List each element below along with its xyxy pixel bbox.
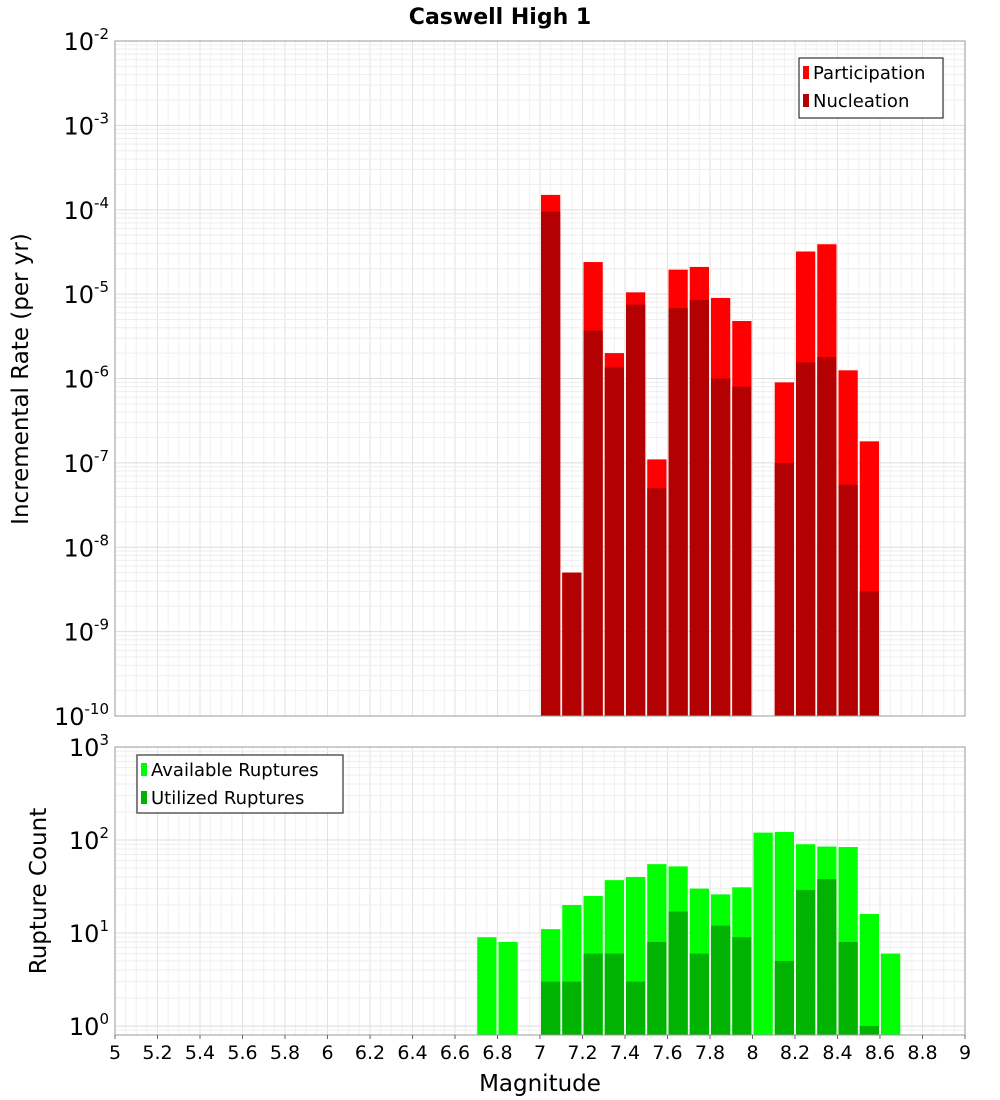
top-y-tick-label: 10-4 (63, 194, 109, 225)
x-tick-label: 9 (959, 1042, 971, 1064)
bottom-legend-swatch (141, 763, 147, 776)
top-bar-nucleation (796, 362, 816, 716)
bottom-bar-utilized-ruptures (604, 953, 624, 1035)
top-legend-swatch (803, 66, 809, 79)
top-y-tick-label: 10-9 (63, 616, 109, 647)
top-bar-nucleation (626, 304, 646, 716)
bottom-bar-utilized-ruptures (711, 925, 731, 1035)
top-y-tick-label: 10-5 (63, 278, 109, 309)
x-tick-label: 7.8 (695, 1042, 725, 1064)
bottom-y-tick-label: 102 (69, 824, 109, 855)
x-tick-label: 7.4 (610, 1042, 640, 1064)
x-tick-label: 6.4 (397, 1042, 427, 1064)
bottom-legend-label: Utilized Ruptures (151, 788, 304, 809)
bottom-bar-available-ruptures (753, 832, 773, 1035)
top-y-tick-label: 10-10 (54, 700, 109, 731)
top-bar-nucleation (838, 484, 858, 716)
top-bar-nucleation (711, 378, 731, 716)
x-ticks: 5 5.2 5.4 5.6 5.8 6 6.2 6.4 6.6 6.8 7 7.2 7.4 7.6 7.8 8… (109, 1035, 971, 1064)
top-bar-nucleation (647, 488, 667, 716)
x-tick-label: 6.2 (355, 1042, 385, 1064)
x-tick-label: 5.6 (227, 1042, 257, 1064)
top-bar-nucleation (541, 211, 561, 716)
top-y-tick-label: 10-7 (63, 447, 109, 478)
x-tick-label: 7 (534, 1042, 546, 1064)
bottom-bars (477, 831, 901, 1035)
top-plot-frame (114, 40, 966, 717)
x-tick-label: 5.4 (185, 1042, 215, 1064)
x-tick-label: 8.8 (907, 1042, 937, 1064)
top-legend: Participation Nucleation (798, 57, 944, 119)
top-bar-nucleation (668, 308, 688, 716)
top-bar-nucleation (859, 591, 879, 716)
bottom-legend-swatch (141, 791, 147, 804)
bottom-bar-utilized-ruptures (859, 1025, 879, 1035)
bottom-bar-available-ruptures (498, 942, 518, 1035)
x-tick-label: 5 (109, 1042, 121, 1064)
top-bar-nucleation (604, 367, 624, 716)
x-tick-label: 8 (746, 1042, 758, 1064)
top-bar-nucleation (562, 572, 582, 716)
bottom-bar-available-ruptures (477, 937, 497, 1035)
top-y-ticks: 10-10 10-9 10-8 10-7 10-6 10-5 10-4 10-3 10-2 (54, 25, 109, 731)
top-legend-swatch (803, 94, 809, 107)
x-tick-label: 5.8 (270, 1042, 300, 1064)
top-bar-nucleation (732, 386, 752, 716)
bottom-bar-utilized-ruptures (541, 981, 561, 1035)
top-bar-nucleation (583, 330, 603, 716)
x-tick-label: 6.8 (482, 1042, 512, 1064)
bottom-bar-utilized-ruptures (796, 889, 816, 1035)
x-tick-label: 6 (321, 1042, 333, 1064)
top-y-tick-label: 10-6 (63, 363, 109, 394)
x-tick-label: 7.2 (567, 1042, 597, 1064)
top-grid (114, 40, 966, 717)
bottom-bar-utilized-ruptures (774, 960, 794, 1035)
bottom-y-axis-label: Rupture Count (26, 808, 52, 974)
bottom-legend-label: Available Ruptures (151, 760, 319, 781)
bottom-y-tick-label: 101 (69, 917, 109, 948)
top-bar-nucleation (689, 300, 709, 716)
top-legend-label: Participation (813, 63, 925, 84)
bottom-y-ticks: 100 101 102 103 (69, 731, 109, 1041)
top-y-tick-label: 10-2 (63, 25, 109, 56)
bottom-bar-utilized-ruptures (647, 942, 667, 1035)
top-y-tick-label: 10-3 (63, 109, 109, 140)
top-y-axis-label: Incremental Rate (per yr) (8, 233, 34, 525)
bottom-y-tick-label: 100 (69, 1010, 109, 1041)
top-legend-box (798, 57, 944, 119)
bottom-bar-utilized-ruptures (668, 911, 688, 1035)
top-panel: 10-10 10-9 10-8 10-7 10-6 10-5 10-4 10-3 10-2 Par… (54, 25, 966, 731)
x-tick-label: 7.6 (652, 1042, 682, 1064)
bottom-panel: 100 101 102 103 Available Ruptures Utilized R… (69, 731, 971, 1064)
top-bar-nucleation (817, 356, 837, 716)
bottom-bar-utilized-ruptures (626, 981, 646, 1035)
bottom-legend-box (136, 754, 344, 814)
chart-title: Caswell High 1 (409, 5, 591, 30)
bottom-bar-utilized-ruptures (689, 953, 709, 1035)
x-tick-label: 6.6 (440, 1042, 470, 1064)
top-bars (541, 194, 879, 717)
bottom-bar-utilized-ruptures (583, 953, 603, 1035)
x-tick-label: 8.4 (822, 1042, 852, 1064)
bottom-bar-utilized-ruptures (562, 981, 582, 1035)
bottom-bar-available-ruptures (859, 914, 879, 1035)
x-tick-label: 8.6 (865, 1042, 895, 1064)
x-axis-label: Magnitude (479, 1071, 601, 1097)
x-tick-label: 8.2 (780, 1042, 810, 1064)
bottom-legend: Available Ruptures Utilized Ruptures (136, 754, 344, 814)
bottom-bar-utilized-ruptures (838, 942, 858, 1035)
top-legend-label: Nucleation (813, 91, 909, 112)
bottom-y-tick-label: 103 (69, 731, 109, 762)
bottom-bar-available-ruptures (881, 953, 901, 1035)
bottom-bar-utilized-ruptures (817, 879, 837, 1035)
top-y-tick-label: 10-8 (63, 531, 109, 562)
bottom-bar-utilized-ruptures (732, 937, 752, 1035)
top-bar-nucleation (774, 462, 794, 716)
x-tick-label: 5.2 (142, 1042, 172, 1064)
